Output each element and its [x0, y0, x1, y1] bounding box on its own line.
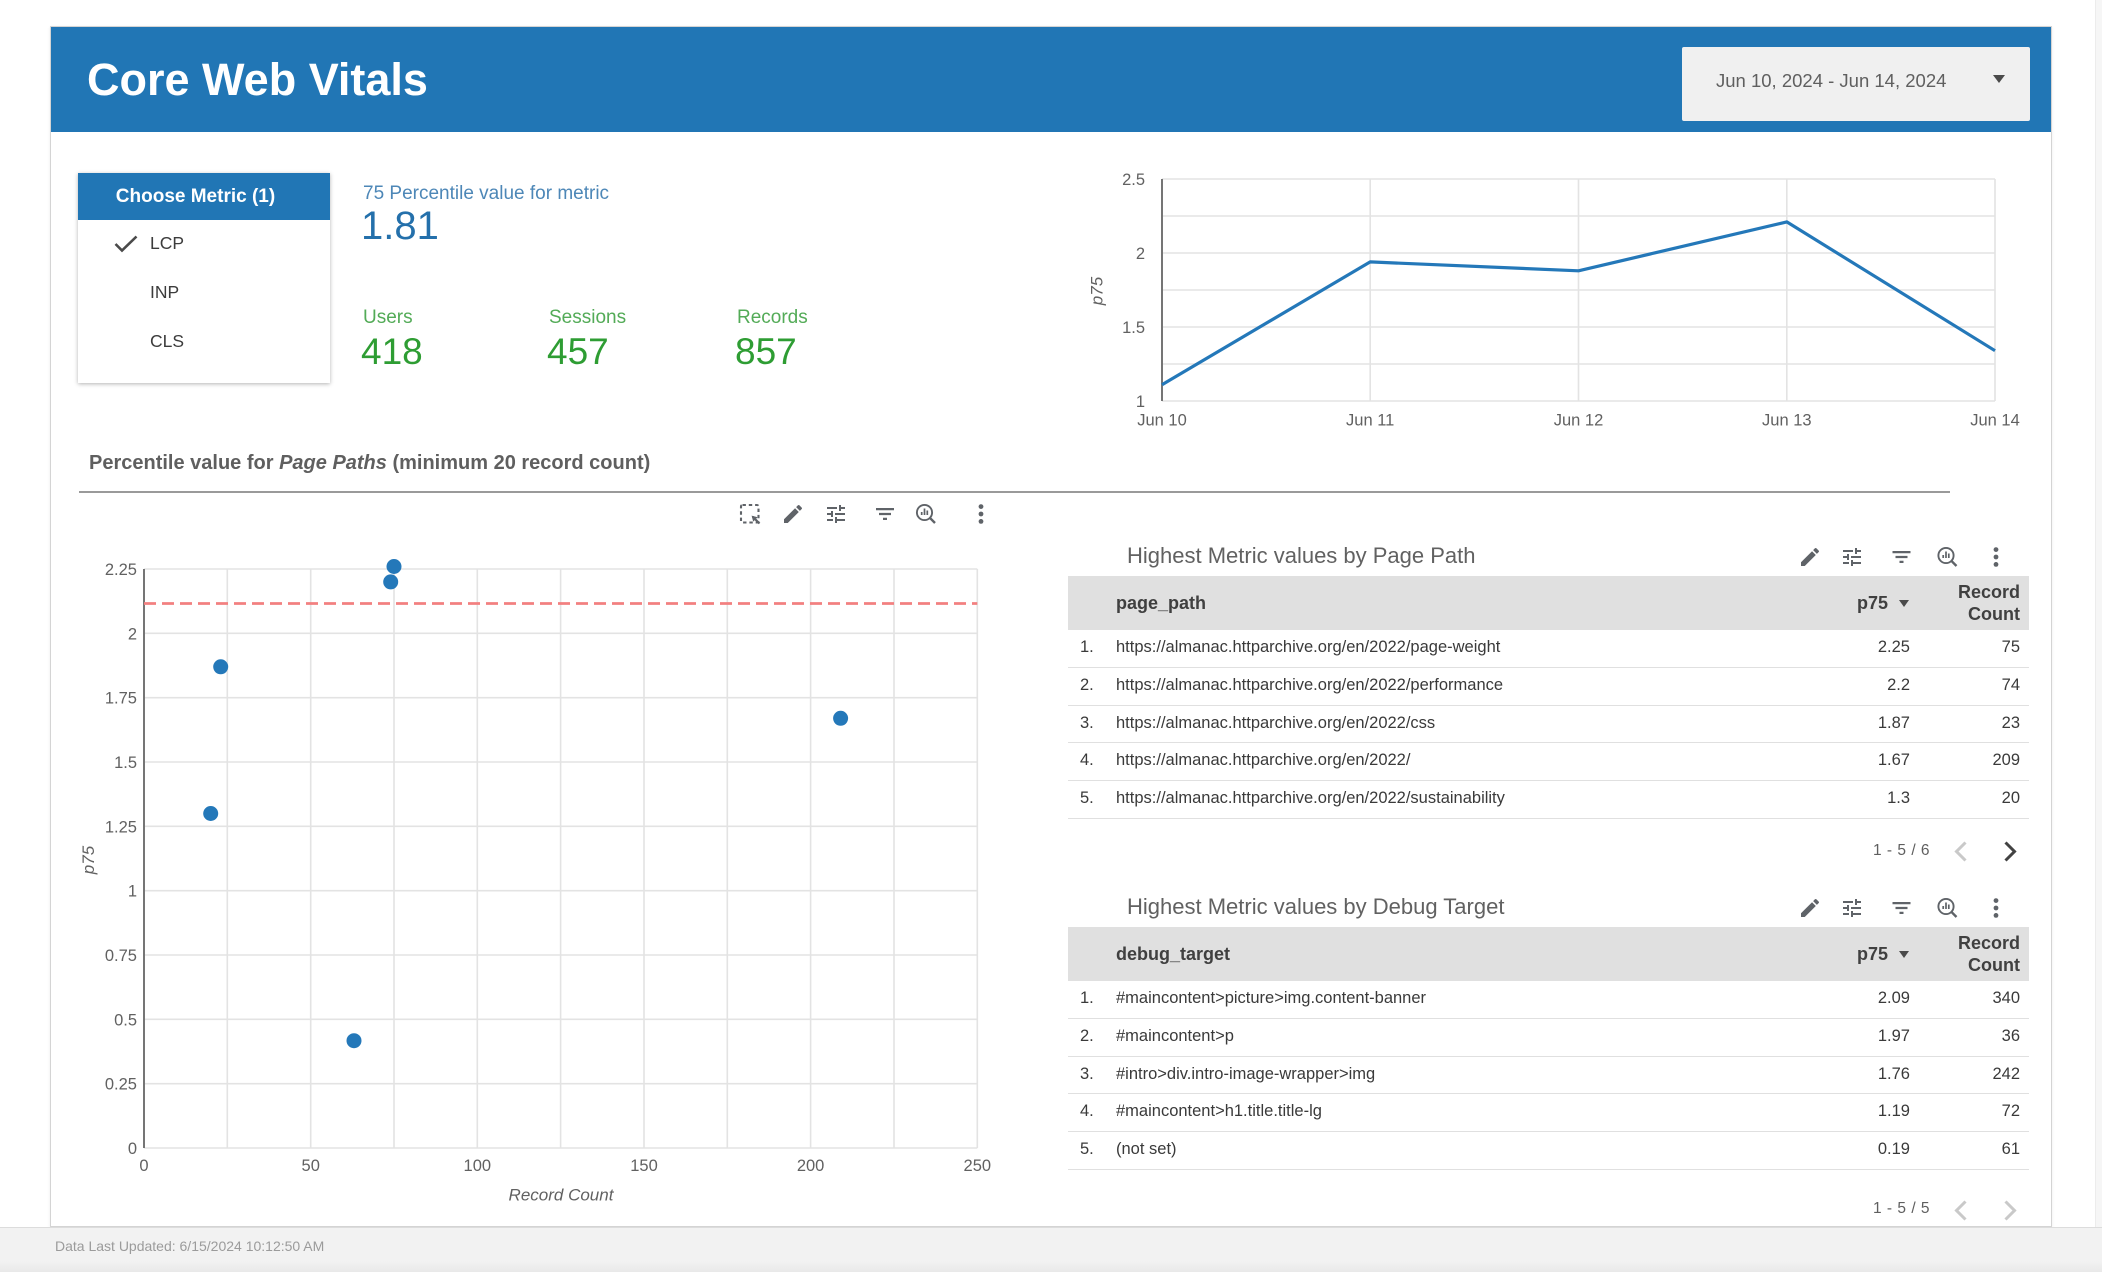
svg-text:1.5: 1.5	[1122, 319, 1145, 337]
svg-text:0: 0	[128, 1140, 137, 1158]
svg-text:2: 2	[128, 625, 137, 643]
svg-text:0: 0	[139, 1157, 148, 1175]
svg-text:1: 1	[1136, 393, 1145, 411]
svg-text:Jun 13: Jun 13	[1762, 412, 1812, 430]
svg-text:Jun 10: Jun 10	[1137, 412, 1187, 430]
svg-text:100: 100	[464, 1157, 492, 1175]
svg-text:50: 50	[302, 1157, 320, 1175]
svg-text:200: 200	[797, 1157, 825, 1175]
svg-text:2: 2	[1136, 245, 1145, 263]
svg-text:1: 1	[128, 883, 137, 901]
svg-text:p75: p75	[1088, 276, 1107, 306]
svg-text:0.75: 0.75	[105, 947, 137, 965]
svg-text:250: 250	[964, 1157, 992, 1175]
svg-text:150: 150	[630, 1157, 658, 1175]
svg-text:1.25: 1.25	[105, 818, 137, 836]
svg-text:Jun 12: Jun 12	[1554, 412, 1604, 430]
svg-text:1.75: 1.75	[105, 690, 137, 708]
svg-text:2.5: 2.5	[1122, 171, 1145, 189]
svg-text:0.5: 0.5	[114, 1011, 137, 1029]
svg-text:2.25: 2.25	[105, 561, 137, 579]
svg-text:0.25: 0.25	[105, 1076, 137, 1094]
svg-text:1.5: 1.5	[114, 754, 137, 772]
svg-text:p75: p75	[79, 845, 98, 875]
svg-text:Record Count: Record Count	[509, 1186, 615, 1205]
svg-text:Jun 14: Jun 14	[1970, 412, 2020, 430]
svg-text:Jun 11: Jun 11	[1346, 412, 1394, 430]
